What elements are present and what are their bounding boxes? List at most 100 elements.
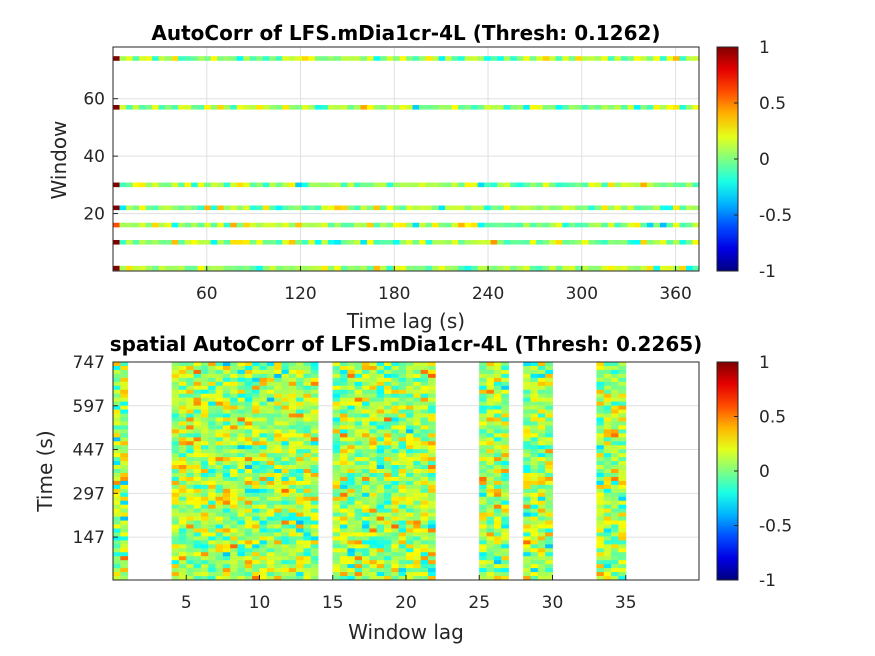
bottom-heatmap-cell [120,552,129,557]
bottom-heatmap-cell [237,385,246,391]
bottom-heatmap-cell [208,397,216,403]
top-heatmap-cell [360,182,368,188]
bottom-heatmap-cell [347,560,356,565]
bottom-heatmap-cell [178,385,187,391]
bottom-heatmap-cell [376,389,385,395]
bottom-heatmap-cell [523,449,531,454]
bottom-heatmap-cell [120,488,129,494]
bottom-heatmap-cell [200,480,209,486]
top-heatmap-cell [419,239,427,245]
bottom-heatmap-cell [200,445,209,450]
bottom-heatmap-cell [537,461,546,466]
bottom-x-tick-label: 25 [468,593,490,613]
bottom-heatmap-cell [237,417,246,422]
top-heatmap-cell [419,205,427,211]
bottom-heatmap-cell [611,548,619,553]
top-heatmap-cell [646,56,654,61]
top-heatmap-cell [633,265,641,271]
bottom-heatmap-cell [215,556,224,561]
bottom-heatmap-cell [603,401,612,406]
bottom-heatmap-cell [310,389,319,395]
bottom-heatmap-cell [288,536,297,541]
bottom-heatmap-cell [259,540,268,545]
bottom-heatmap-cell [413,544,422,549]
top-heatmap-cell [614,105,622,110]
bottom-heatmap-cell [545,421,553,426]
bottom-heatmap-cell [193,469,202,474]
bottom-heatmap-cell [427,409,436,414]
bottom-heatmap-cell [523,425,531,430]
bottom-heatmap-cell [230,429,238,434]
bottom-heatmap-cell [340,369,348,375]
bottom-heatmap-cell [413,512,422,517]
bottom-heatmap-cell [406,453,414,458]
top-heatmap-cell [392,182,400,188]
top-heatmap-cell [536,222,544,228]
top-heatmap-cell [633,56,641,61]
bottom-heatmap-cell [193,393,202,399]
bottom-heatmap-cell [178,544,187,549]
bottom-heatmap-cell [362,457,370,462]
bottom-heatmap-cell [603,397,612,403]
bottom-heatmap-cell [274,540,282,545]
bottom-heatmap-cell [545,405,553,410]
bottom-heatmap-cell [178,373,187,379]
bottom-heatmap-cell [596,397,605,403]
bottom-heatmap-cell [193,548,202,553]
bottom-heatmap-cell [120,413,129,418]
bottom-heatmap-cell [193,552,202,557]
bottom-heatmap-cell [222,385,231,391]
top-heatmap-cell [529,105,537,110]
bottom-heatmap-cell [362,441,370,446]
bottom-heatmap-cell [611,433,619,438]
bottom-heatmap-cell [266,397,275,403]
bottom-heatmap-cell [545,484,553,490]
bottom-heatmap-cell [384,540,392,545]
top-heatmap-cell [542,239,550,245]
bottom-heatmap-cell [384,409,392,414]
bottom-heatmap-cell [391,472,400,478]
bottom-heatmap-cell [252,544,260,549]
top-heatmap-cell [158,105,166,110]
top-heatmap-cell [353,265,361,271]
bottom-heatmap-cell [310,488,319,494]
bottom-heatmap-cell [420,572,429,577]
top-heatmap-rows [113,56,700,271]
bottom-heatmap-cell [178,568,187,573]
bottom-heatmap-cell [244,560,253,565]
bottom-heatmap-cell [120,508,129,514]
top-heatmap-cell [113,239,121,245]
bottom-heatmap-cell [310,469,319,474]
bottom-heatmap-cell [266,429,275,434]
bottom-heatmap-cell [347,429,356,434]
top-heatmap-cell [562,265,570,271]
bottom-heatmap-cell [596,544,605,549]
top-heatmap-cell [145,182,153,188]
bottom-heatmap-cell [530,409,539,414]
bottom-heatmap-cell [222,508,231,514]
bottom-heatmap-cell [530,476,539,482]
top-heatmap-cell [425,239,433,245]
top-heatmap-cell [588,265,596,271]
bottom-heatmap-cell [354,449,363,454]
bottom-heatmap-cell [398,421,407,426]
top-heatmap-cell [399,56,407,61]
bottom-heatmap-cell [222,532,231,537]
bottom-heatmap-cell [266,401,275,406]
bottom-heatmap-cell [215,393,224,399]
bottom-heatmap-cell [244,536,253,541]
bottom-heatmap-cell [215,362,224,367]
bottom-heatmap-cell [281,500,290,506]
bottom-heatmap-cell [200,389,209,395]
bottom-heatmap-cell [303,524,312,529]
bottom-heatmap-cell [347,461,356,466]
bottom-heatmap-cell [391,421,400,426]
bottom-heatmap-cell [310,385,319,391]
top-heatmap-cell [308,182,316,188]
bottom-heatmap-cell [274,548,282,553]
bottom-heatmap-cell [493,572,502,577]
bottom-heatmap-cell [186,564,194,569]
bottom-heatmap-cell [362,429,370,434]
bottom-heatmap-cell [479,520,487,525]
